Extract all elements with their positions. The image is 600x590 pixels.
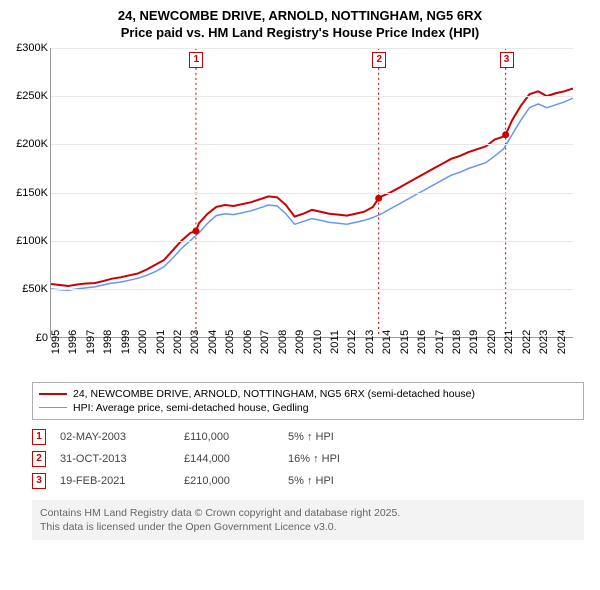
- gridline-h: [51, 241, 573, 242]
- footer-line-2: This data is licensed under the Open Gov…: [40, 520, 576, 534]
- note-price: £210,000: [184, 475, 274, 487]
- x-tick-label: 1998: [102, 330, 114, 354]
- note-date: 02-MAY-2003: [60, 431, 170, 443]
- x-tick-label: 2020: [486, 330, 498, 354]
- note-date: 31-OCT-2013: [60, 453, 170, 465]
- marker-dot: [502, 131, 509, 138]
- gridline-h: [51, 289, 573, 290]
- x-tick-label: 2019: [468, 330, 480, 354]
- x-tick-label: 2023: [538, 330, 550, 354]
- x-tick-label: 2024: [556, 330, 568, 354]
- note-pct: 16% ↑ HPI: [288, 453, 378, 465]
- footer-attribution: Contains HM Land Registry data © Crown c…: [32, 500, 584, 540]
- x-tick-label: 2005: [224, 330, 236, 354]
- y-tick-label: £100K: [16, 235, 48, 247]
- x-tick-label: 1995: [50, 330, 62, 354]
- y-axis: £0£50K£100K£150K£200K£250K£300K: [8, 48, 50, 338]
- y-tick-label: £250K: [16, 90, 48, 102]
- legend-label: 24, NEWCOMBE DRIVE, ARNOLD, NOTTINGHAM, …: [73, 388, 475, 400]
- x-tick-label: 2015: [399, 330, 411, 354]
- plot-area: £0£50K£100K£150K£200K£250K£300K 123 1995…: [8, 48, 573, 378]
- note-price: £144,000: [184, 453, 274, 465]
- x-tick-label: 2014: [381, 330, 393, 354]
- x-tick-label: 2017: [434, 330, 446, 354]
- legend-swatch: [39, 393, 67, 395]
- x-tick-label: 2001: [155, 330, 167, 354]
- x-tick-label: 2013: [364, 330, 376, 354]
- y-tick-label: £50K: [22, 283, 48, 295]
- legend-item: 24, NEWCOMBE DRIVE, ARNOLD, NOTTINGHAM, …: [39, 387, 577, 401]
- x-tick-label: 2018: [451, 330, 463, 354]
- x-tick-label: 1999: [120, 330, 132, 354]
- legend-label: HPI: Average price, semi-detached house,…: [73, 402, 309, 414]
- gridline-h: [51, 96, 573, 97]
- note-price: £110,000: [184, 431, 274, 443]
- gridline-h: [51, 193, 573, 194]
- x-tick-label: 2007: [259, 330, 271, 354]
- footer-line-1: Contains HM Land Registry data © Crown c…: [40, 506, 576, 520]
- note-marker-2: 2: [32, 451, 46, 467]
- x-tick-label: 1996: [67, 330, 79, 354]
- legend-swatch: [39, 407, 67, 408]
- gridline-h: [51, 144, 573, 145]
- chart-container: 24, NEWCOMBE DRIVE, ARNOLD, NOTTINGHAM, …: [0, 0, 600, 544]
- marker-dot: [192, 227, 199, 234]
- note-pct: 5% ↑ HPI: [288, 431, 378, 443]
- series-hpi: [51, 98, 573, 290]
- event-note-row: 1 02-MAY-2003 £110,000 5% ↑ HPI: [32, 426, 584, 448]
- marker-label-1: 1: [189, 52, 203, 68]
- x-tick-label: 1997: [85, 330, 97, 354]
- gridline-h: [51, 48, 573, 49]
- x-tick-label: 2004: [207, 330, 219, 354]
- title-line-2: Price paid vs. HM Land Registry's House …: [8, 25, 592, 42]
- x-tick-label: 2000: [137, 330, 149, 354]
- event-note-row: 3 19-FEB-2021 £210,000 5% ↑ HPI: [32, 470, 584, 492]
- y-tick-label: £300K: [16, 42, 48, 54]
- event-notes: 1 02-MAY-2003 £110,000 5% ↑ HPI 2 31-OCT-2013…: [32, 426, 584, 492]
- x-tick-label: 2002: [172, 330, 184, 354]
- marker-label-2: 2: [372, 52, 386, 68]
- x-tick-label: 2012: [346, 330, 358, 354]
- legend-item: HPI: Average price, semi-detached house,…: [39, 401, 577, 415]
- x-tick-label: 2010: [312, 330, 324, 354]
- y-tick-label: £150K: [16, 187, 48, 199]
- note-marker-1: 1: [32, 429, 46, 445]
- series-price_paid: [51, 88, 573, 286]
- x-tick-label: 2016: [416, 330, 428, 354]
- marker-dot: [375, 195, 382, 202]
- note-marker-3: 3: [32, 473, 46, 489]
- plot-inner: 1 2 3: [50, 48, 573, 338]
- event-note-row: 2 31-OCT-2013 £144,000 16% ↑ HPI: [32, 448, 584, 470]
- x-tick-label: 2006: [242, 330, 254, 354]
- note-pct: 5% ↑ HPI: [288, 475, 378, 487]
- x-tick-label: 2021: [503, 330, 515, 354]
- x-tick-label: 2008: [277, 330, 289, 354]
- x-tick-label: 2011: [329, 330, 341, 354]
- x-tick-label: 2022: [521, 330, 533, 354]
- chart-title: 24, NEWCOMBE DRIVE, ARNOLD, NOTTINGHAM, …: [8, 8, 592, 42]
- title-line-1: 24, NEWCOMBE DRIVE, ARNOLD, NOTTINGHAM, …: [8, 8, 592, 25]
- marker-label-3: 3: [500, 52, 514, 68]
- y-tick-label: £0: [36, 332, 48, 344]
- note-date: 19-FEB-2021: [60, 475, 170, 487]
- x-axis: 1995199619971998199920002001200220032004…: [50, 338, 573, 378]
- y-tick-label: £200K: [16, 138, 48, 150]
- legend: 24, NEWCOMBE DRIVE, ARNOLD, NOTTINGHAM, …: [32, 382, 584, 420]
- x-tick-label: 2009: [294, 330, 306, 354]
- x-tick-label: 2003: [189, 330, 201, 354]
